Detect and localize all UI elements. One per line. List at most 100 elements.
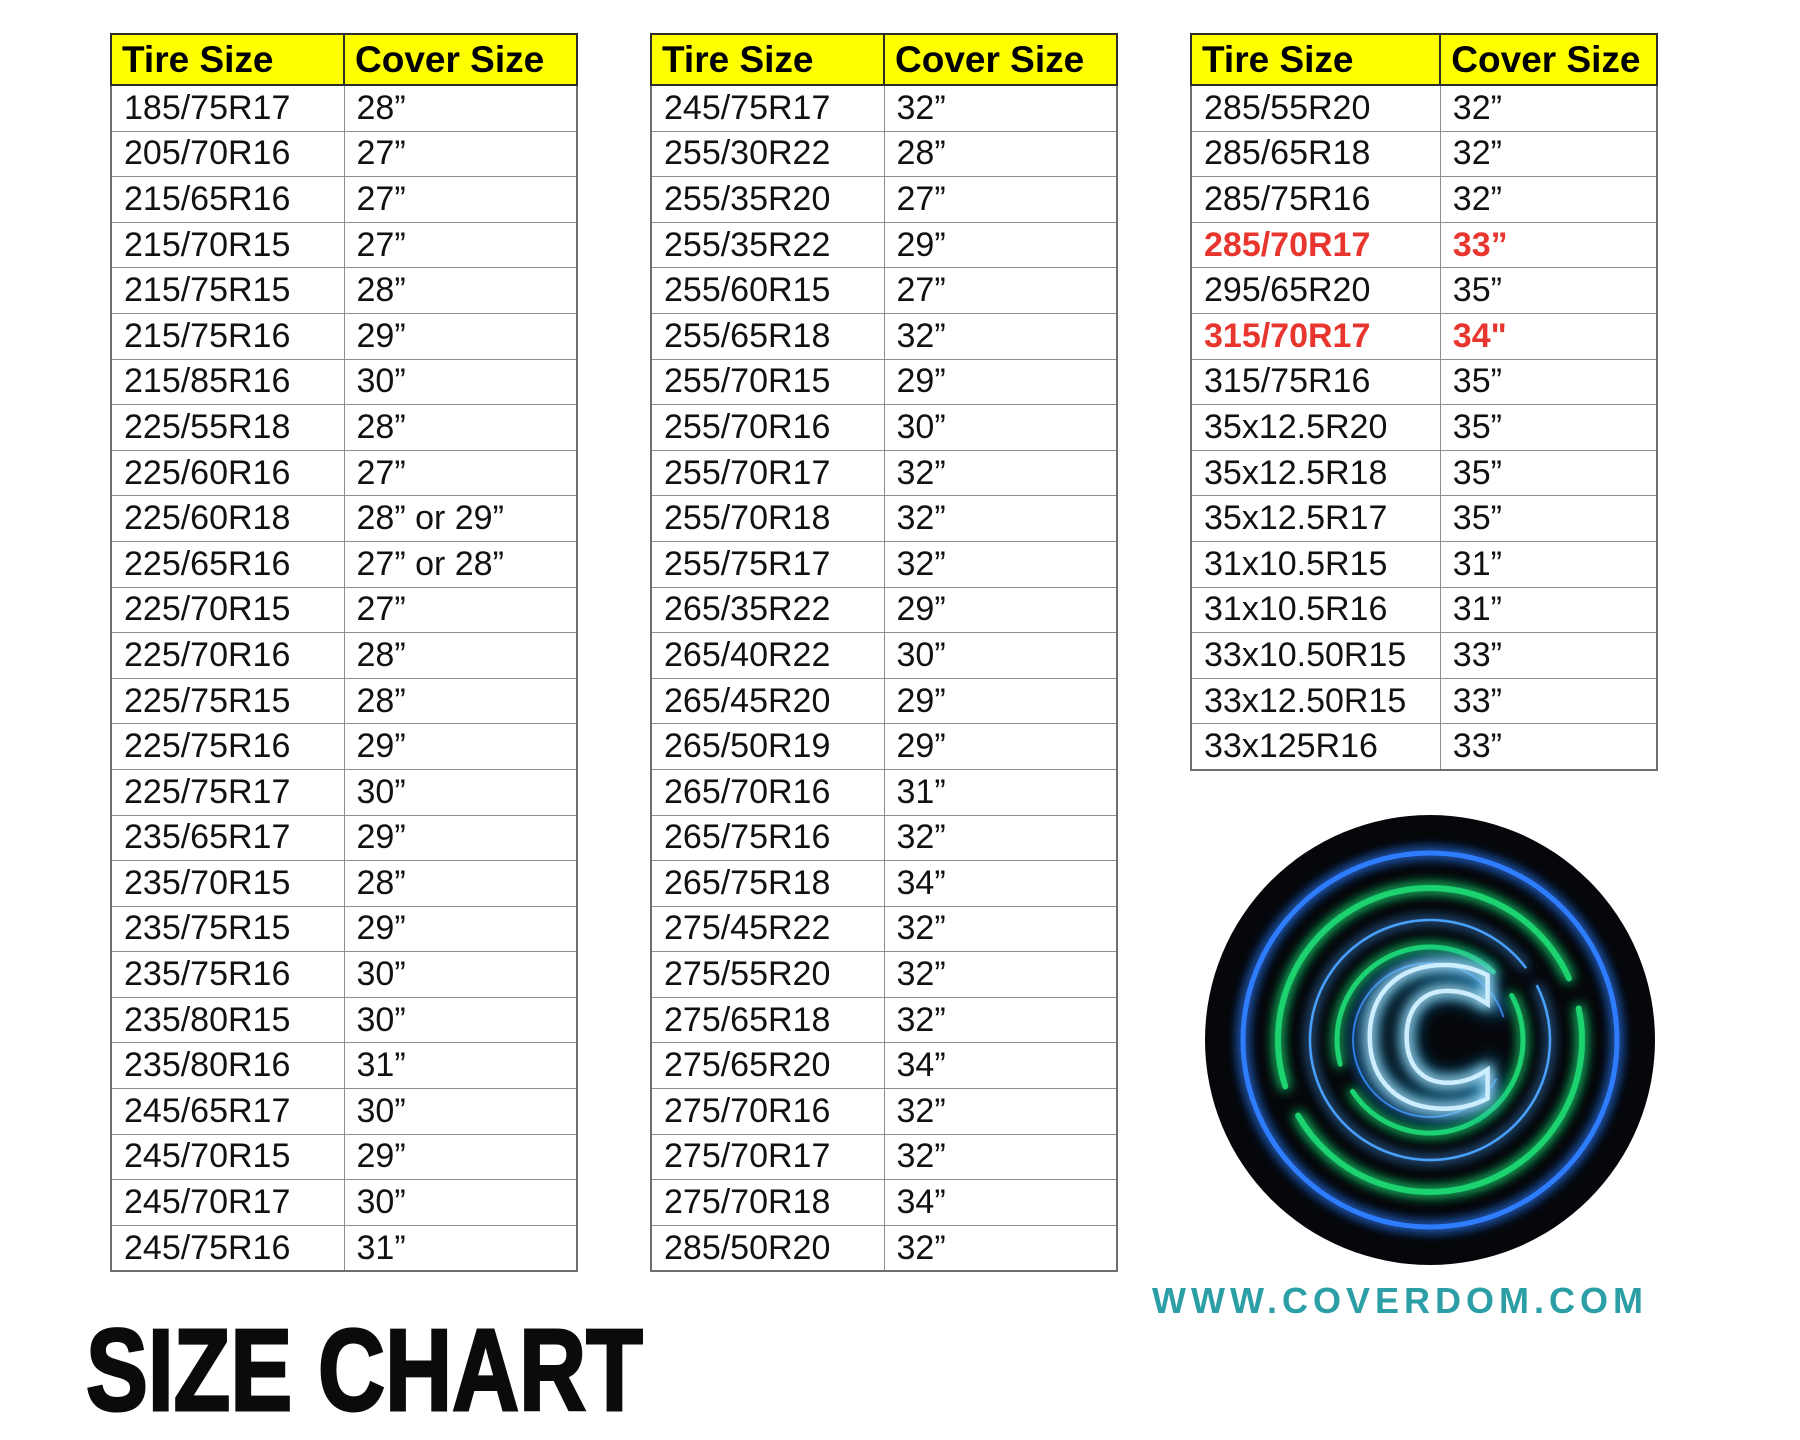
- tire-size-cell: 265/75R18: [650, 860, 885, 907]
- tire-size-cell: 225/75R16: [110, 723, 345, 770]
- tire-size-cell: 225/70R15: [110, 586, 345, 634]
- cover-size-cell: 28”: [343, 677, 578, 725]
- tire-size-cell: 245/75R17: [650, 84, 885, 132]
- tire-size-header: Tire Size: [1189, 33, 1442, 86]
- table-row: 265/70R16 31”: [650, 768, 1118, 816]
- tire-size-cell: 265/70R16: [650, 768, 885, 816]
- table-row: 225/60R18 28” or 29”: [110, 495, 578, 542]
- cover-size-cell: 30”: [343, 951, 578, 998]
- tire-size-cell: 275/70R17: [650, 1133, 885, 1181]
- table-row: 255/70R17 32”: [650, 449, 1118, 497]
- table-row: 225/60R16 27”: [110, 449, 578, 497]
- tire-size-cell: 255/75R17: [650, 540, 885, 588]
- tire-size-cell: 265/40R22: [650, 632, 885, 679]
- table-row: 275/55R20 32”: [650, 951, 1118, 998]
- tire-size-cell: 245/75R16: [110, 1224, 345, 1272]
- tire-size-cell: 225/70R16: [110, 632, 345, 679]
- cover-size-cell: 29”: [883, 677, 1118, 725]
- cover-size-cell: 30”: [343, 996, 578, 1044]
- cover-size-cell: 30”: [343, 1088, 578, 1135]
- table-row: 235/75R15 29”: [110, 905, 578, 953]
- cover-size-cell: 33”: [1439, 632, 1658, 679]
- table-row: 35x12.5R18 35”: [1190, 449, 1658, 497]
- table-row: 275/45R22 32”: [650, 905, 1118, 953]
- cover-size-cell: 28”: [343, 267, 578, 314]
- size-table-1: Tire Size Cover Size 185/75R17 28” 205/70R…: [110, 33, 578, 1273]
- tire-size-cell: 255/70R17: [650, 449, 885, 497]
- tire-size-cell: 185/75R17: [110, 84, 345, 132]
- tire-size-cell: 245/70R17: [110, 1179, 345, 1226]
- tire-size-cell: 275/45R22: [650, 905, 885, 953]
- cover-size-cell: 29”: [883, 221, 1118, 269]
- tire-size-cell: 275/70R18: [650, 1179, 885, 1226]
- tire-size-cell: 255/35R20: [650, 176, 885, 223]
- table-row: 315/70R17 34": [1190, 312, 1658, 360]
- tire-size-cell: 275/55R20: [650, 951, 885, 998]
- table-row: 285/50R20 32”: [650, 1224, 1118, 1272]
- tire-size-cell: 275/65R18: [650, 996, 885, 1044]
- tire-size-cell: 265/50R19: [650, 723, 885, 770]
- cover-size-cell: 31”: [1439, 540, 1658, 588]
- cover-size-cell: 27”: [343, 130, 578, 178]
- cover-size-cell: 32”: [883, 495, 1118, 542]
- table-row: 245/70R15 29”: [110, 1133, 578, 1181]
- cover-size-cell: 30”: [343, 358, 578, 406]
- cover-size-cell: 32”: [883, 905, 1118, 953]
- cover-size-cell: 29”: [343, 723, 578, 770]
- cover-size-cell: 32”: [883, 84, 1118, 132]
- cover-size-cell: 34”: [883, 1042, 1118, 1090]
- table-row: 255/60R15 27”: [650, 267, 1118, 314]
- tire-size-cell: 31x10.5R16: [1190, 586, 1441, 634]
- cover-size-cell: 28” or 29”: [343, 495, 578, 542]
- cover-size-cell: 27”: [883, 267, 1118, 314]
- tire-size-cell: 235/70R15: [110, 860, 345, 907]
- cover-size-cell: 35”: [1439, 449, 1658, 497]
- tire-size-cell: 285/70R17: [1190, 221, 1441, 269]
- cover-size-cell: 32”: [1439, 84, 1658, 132]
- table-row: 225/75R15 28”: [110, 677, 578, 725]
- tire-size-cell: 215/75R15: [110, 267, 345, 314]
- tire-size-cell: 265/45R20: [650, 677, 885, 725]
- header-row: Tire Size Cover Size: [110, 33, 578, 86]
- tire-size-cell: 215/75R16: [110, 312, 345, 360]
- page-title: SIZE CHART: [85, 1305, 644, 1435]
- tire-size-cell: 285/55R20: [1190, 84, 1441, 132]
- coverdom-neon-icon: C C: [1205, 815, 1655, 1265]
- tire-size-header: Tire Size: [110, 33, 345, 86]
- tire-size-cell: 205/70R16: [110, 130, 345, 178]
- tire-size-cell: 255/70R15: [650, 358, 885, 406]
- tire-size-header: Tire Size: [650, 33, 885, 86]
- cover-size-cell: 34”: [883, 860, 1118, 907]
- cover-size-cell: 27”: [343, 586, 578, 634]
- cover-size-cell: 32”: [1439, 130, 1658, 178]
- table-row: 255/70R16 30”: [650, 404, 1118, 451]
- table-row: 225/70R15 27”: [110, 586, 578, 634]
- tire-size-cell: 225/55R18: [110, 404, 345, 451]
- size-table-3: Tire Size Cover Size 285/55R20 32” 285/65R…: [1189, 33, 1658, 771]
- table-row: 295/65R20 35”: [1190, 267, 1658, 314]
- table-row: 265/75R16 32”: [650, 814, 1118, 862]
- tire-size-cell: 235/80R16: [110, 1042, 345, 1090]
- cover-size-cell: 29”: [343, 1133, 578, 1181]
- cover-size-cell: 31”: [883, 768, 1118, 816]
- table-row: 255/30R22 28”: [650, 130, 1118, 178]
- table-row: 35x12.5R17 35”: [1190, 495, 1658, 542]
- tire-size-cell: 295/65R20: [1190, 267, 1441, 314]
- tire-size-cell: 255/70R16: [650, 404, 885, 451]
- cover-size-cell: 29”: [883, 358, 1118, 406]
- table-row: 235/80R15 30”: [110, 996, 578, 1044]
- tire-size-cell: 285/65R18: [1190, 130, 1441, 178]
- table-row: 255/70R18 32”: [650, 495, 1118, 542]
- table-row: 285/65R18 32”: [1190, 130, 1658, 178]
- tire-size-cell: 235/80R15: [110, 996, 345, 1044]
- cover-size-cell: 30”: [883, 632, 1118, 679]
- table-row: 205/70R16 27”: [110, 130, 578, 178]
- table-row: 185/75R17 28”: [110, 84, 578, 132]
- tire-size-cell: 225/60R16: [110, 449, 345, 497]
- size-table-2: Tire Size Cover Size 245/75R17 32” 255/30R…: [650, 33, 1118, 1273]
- tire-size-cell: 315/75R16: [1190, 358, 1441, 406]
- cover-size-cell: 30”: [883, 404, 1118, 451]
- cover-size-cell: 32”: [883, 1133, 1118, 1181]
- cover-size-cell: 34": [1439, 312, 1658, 360]
- tire-size-cell: 225/75R17: [110, 768, 345, 816]
